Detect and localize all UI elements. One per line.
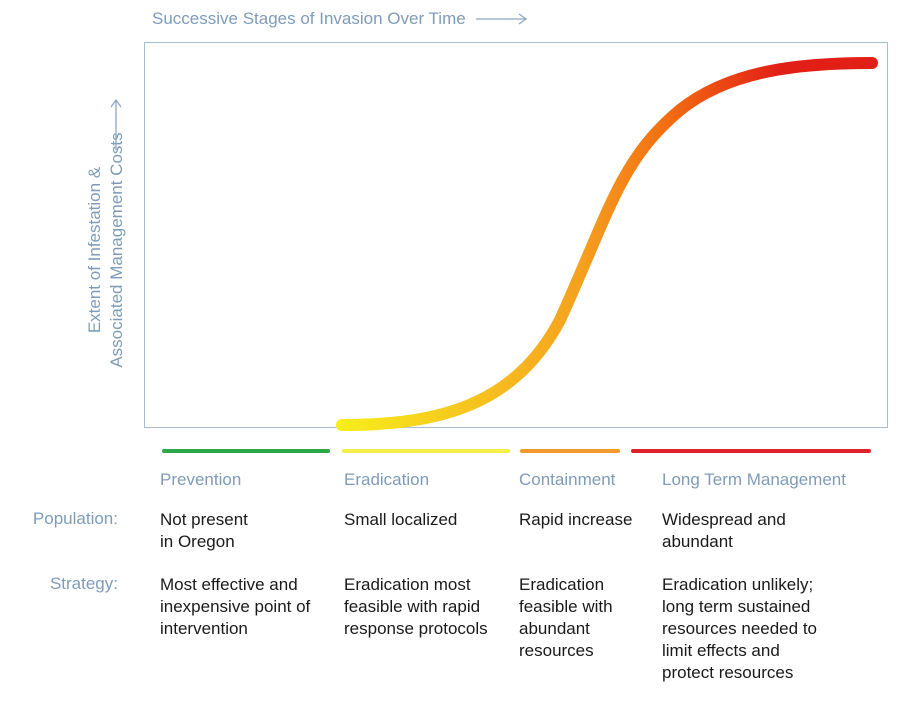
- up-arrow-icon: [110, 98, 122, 150]
- stage-title-eradication: Eradication: [344, 470, 430, 489]
- population-eradication: Small localized: [344, 510, 458, 529]
- sigmoid-curve-path: [336, 57, 878, 431]
- x-axis-title-text: Successive Stages of Invasion Over Time: [152, 9, 466, 28]
- stage-title-long-term-management: Long Term Management: [662, 470, 846, 489]
- strategy-eradication: Eradication most feasible with rapid res…: [344, 575, 488, 638]
- plot-frame: [144, 42, 888, 428]
- stage-bar-eradication: [342, 449, 510, 453]
- population-long-term-management: Widespread and abundant: [662, 510, 786, 551]
- strategy-containment: Eradication feasible with abundant resou…: [519, 575, 613, 660]
- population-prevention: Not present in Oregon: [160, 510, 248, 551]
- x-axis-title: Successive Stages of Invasion Over Time: [152, 9, 528, 29]
- stage-title-containment: Containment: [519, 470, 616, 489]
- strategy-prevention: Most effective and inexpensive point of …: [160, 575, 311, 638]
- stage-bar-containment: [520, 449, 620, 453]
- row-label-population: Population:: [32, 509, 118, 528]
- population-containment: Rapid increase: [519, 510, 633, 529]
- stage-bar-long-term-management: [631, 449, 871, 453]
- invasion-curve: [336, 57, 878, 431]
- stage-bar-prevention: [162, 449, 330, 453]
- row-label-strategy: Strategy:: [49, 574, 118, 593]
- strategy-long-term-management: Eradication unlikely; long term sustaine…: [662, 575, 817, 682]
- stage-title-prevention: Prevention: [160, 470, 242, 489]
- right-arrow-icon: [475, 13, 527, 25]
